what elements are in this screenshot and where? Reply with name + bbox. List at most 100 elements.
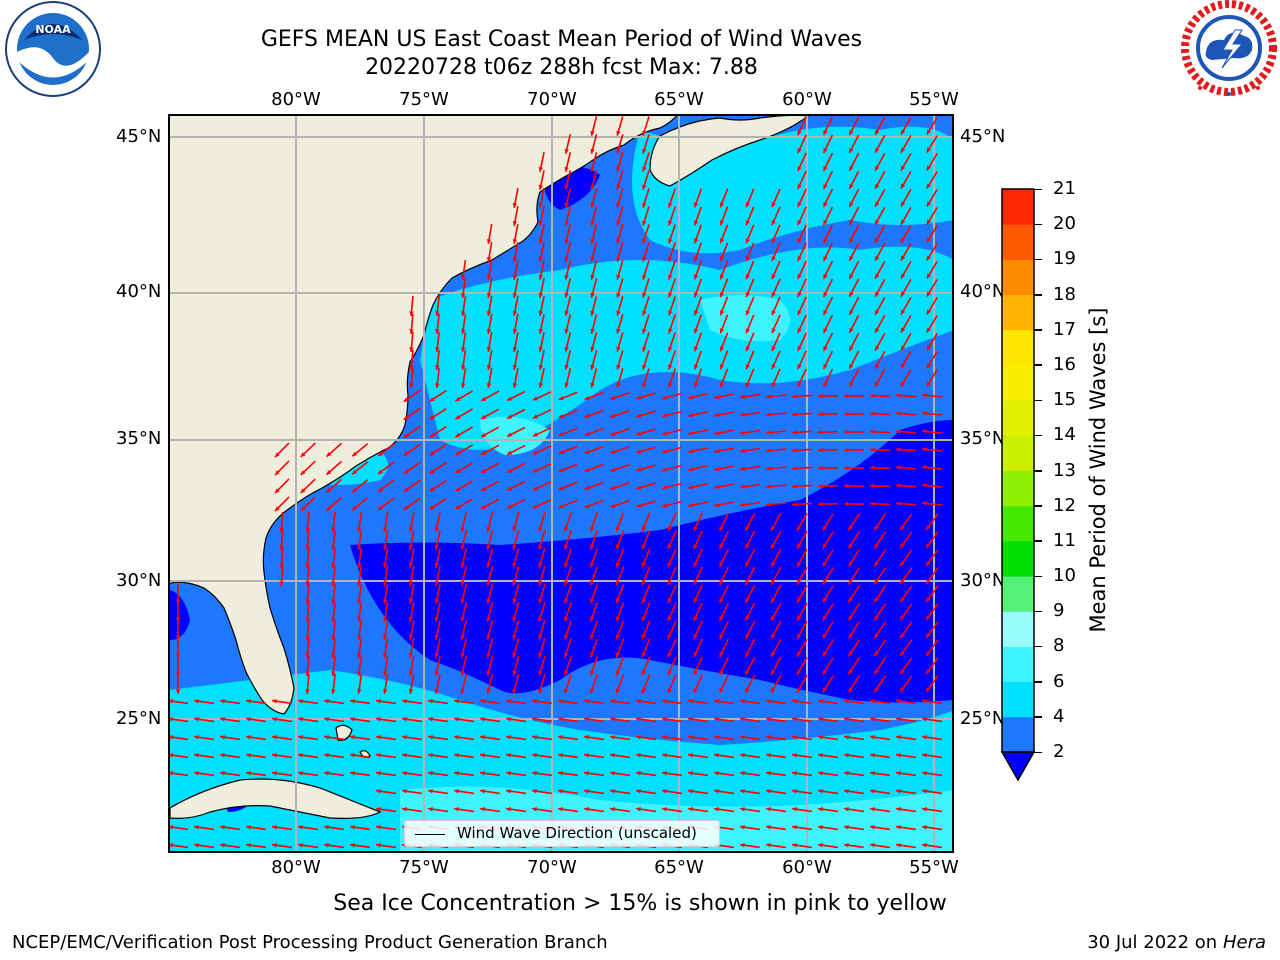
wind-arrow-head [610,413,616,418]
wind-arrow-head [175,671,181,676]
wind-arrow-head [590,670,595,676]
wind-arrow-head [460,544,465,550]
wind-arrow-head [797,256,802,262]
wind-arrow-head [305,545,310,550]
lon-label-bottom: 65°W [654,857,704,878]
map-legend: Wind Wave Direction (unscaled) [404,820,720,847]
colorbar-cell [1002,540,1034,577]
wind-arrow-head [636,753,641,758]
wind-arrow-head [584,449,590,455]
wind-arrow-head [507,486,513,491]
wind-arrow-head [429,469,435,474]
wind-arrow-head [641,688,646,694]
wind-arrow-head [480,789,485,794]
colorbar-tick-label: 4 [1053,705,1065,727]
wind-arrow-head [376,825,381,830]
wind-arrow-head [512,293,518,298]
wind-arrow-head [900,651,905,657]
wind-arrow-head [275,452,280,458]
wind-arrow-head [610,503,616,508]
wind-arrow-head [615,580,621,586]
wind-arrow-head [636,699,641,704]
wind-arrow-head [719,310,725,316]
wind-arrow-head [926,543,931,548]
wind-arrow-head [714,771,719,776]
wind-arrow-head [538,544,543,550]
wind-arrow-head [771,669,776,675]
wind-arrow-head [797,166,802,172]
wind-arrow-head [532,753,537,758]
wind-arrow-head [714,735,719,740]
wind-arrow-head [818,843,823,848]
wind-arrow-head [900,669,905,675]
wind-arrow-head [641,670,646,676]
wind-arrow-head [357,635,362,640]
wind-arrow-head [875,237,880,243]
wind-arrow-head [331,545,336,550]
wind-arrow-head [382,545,388,550]
wind-arrow-head [558,432,564,437]
wind-arrow-head [350,735,355,740]
wind-arrow-head [538,310,544,316]
wind-arrow-head [590,562,595,568]
colorbar-tick-mark [1034,505,1042,507]
wind-arrow-head [662,395,668,400]
wind-arrow-head [771,687,776,693]
wind-arrow-head [870,447,875,452]
wind-arrow-head [486,688,491,694]
wind-arrow-head [822,633,827,639]
wind-arrow-head [357,653,362,658]
wind-arrow-head [382,599,388,604]
wind-arrow-head [402,735,407,740]
wind-arrow-head [298,771,303,776]
wind-arrow-head [590,652,595,658]
wind-arrow-head [558,699,563,704]
wind-arrow-head [901,291,906,297]
wind-arrow-head [693,526,698,532]
wind-arrow-head [740,825,745,830]
wind-arrow-head [408,653,414,658]
wind-arrow-head [636,807,641,812]
colorbar-tick-mark [1034,294,1042,296]
wind-arrow-head [740,484,745,489]
wind-arrow-head [428,735,433,740]
wind-arrow-head [896,771,901,776]
wind-arrow-head [486,329,492,334]
wind-arrow-head [486,652,491,658]
wind-arrow-head [771,561,776,567]
colorbar-tick-mark [1034,470,1042,472]
wind-arrow-head [409,311,414,316]
wind-arrow-head [486,544,491,550]
wind-arrow-head [275,488,280,494]
wind-arrow-head [875,273,880,279]
wind-arrow-head [901,219,906,225]
wind-arrow-head [616,184,621,190]
wind-arrow-head [922,717,927,722]
colorbar-tick-label: 18 [1053,283,1076,305]
wind-arrow-head [900,615,905,621]
wind-arrow-head [324,825,329,830]
wind-arrow-head [870,429,875,434]
wind-arrow-head [901,147,906,153]
wind-arrow-head [220,717,225,722]
wind-arrow-head [434,545,440,550]
wind-arrow-head [642,130,647,136]
graticule [170,116,952,851]
wind-arrow-head [408,635,414,640]
wind-arrow-head [298,717,303,722]
wind-arrow-head [512,329,518,334]
wind-arrow-head [900,597,905,603]
wind-arrow-head [926,237,931,243]
wind-arrow-head [481,450,487,455]
wind-arrow-head [460,670,465,676]
wind-arrow-head [408,545,414,550]
wind-arrow-head [844,447,849,453]
colorbar-tick-mark [1034,329,1042,331]
wind-arrow-head [402,753,407,758]
wind-arrow-head [512,347,518,352]
wind-arrow-head [642,310,647,316]
wind-arrow-head [300,488,306,493]
wind-arrow-head [766,843,771,848]
wind-arrow-head [378,505,383,510]
wind-arrow-head [797,669,802,675]
